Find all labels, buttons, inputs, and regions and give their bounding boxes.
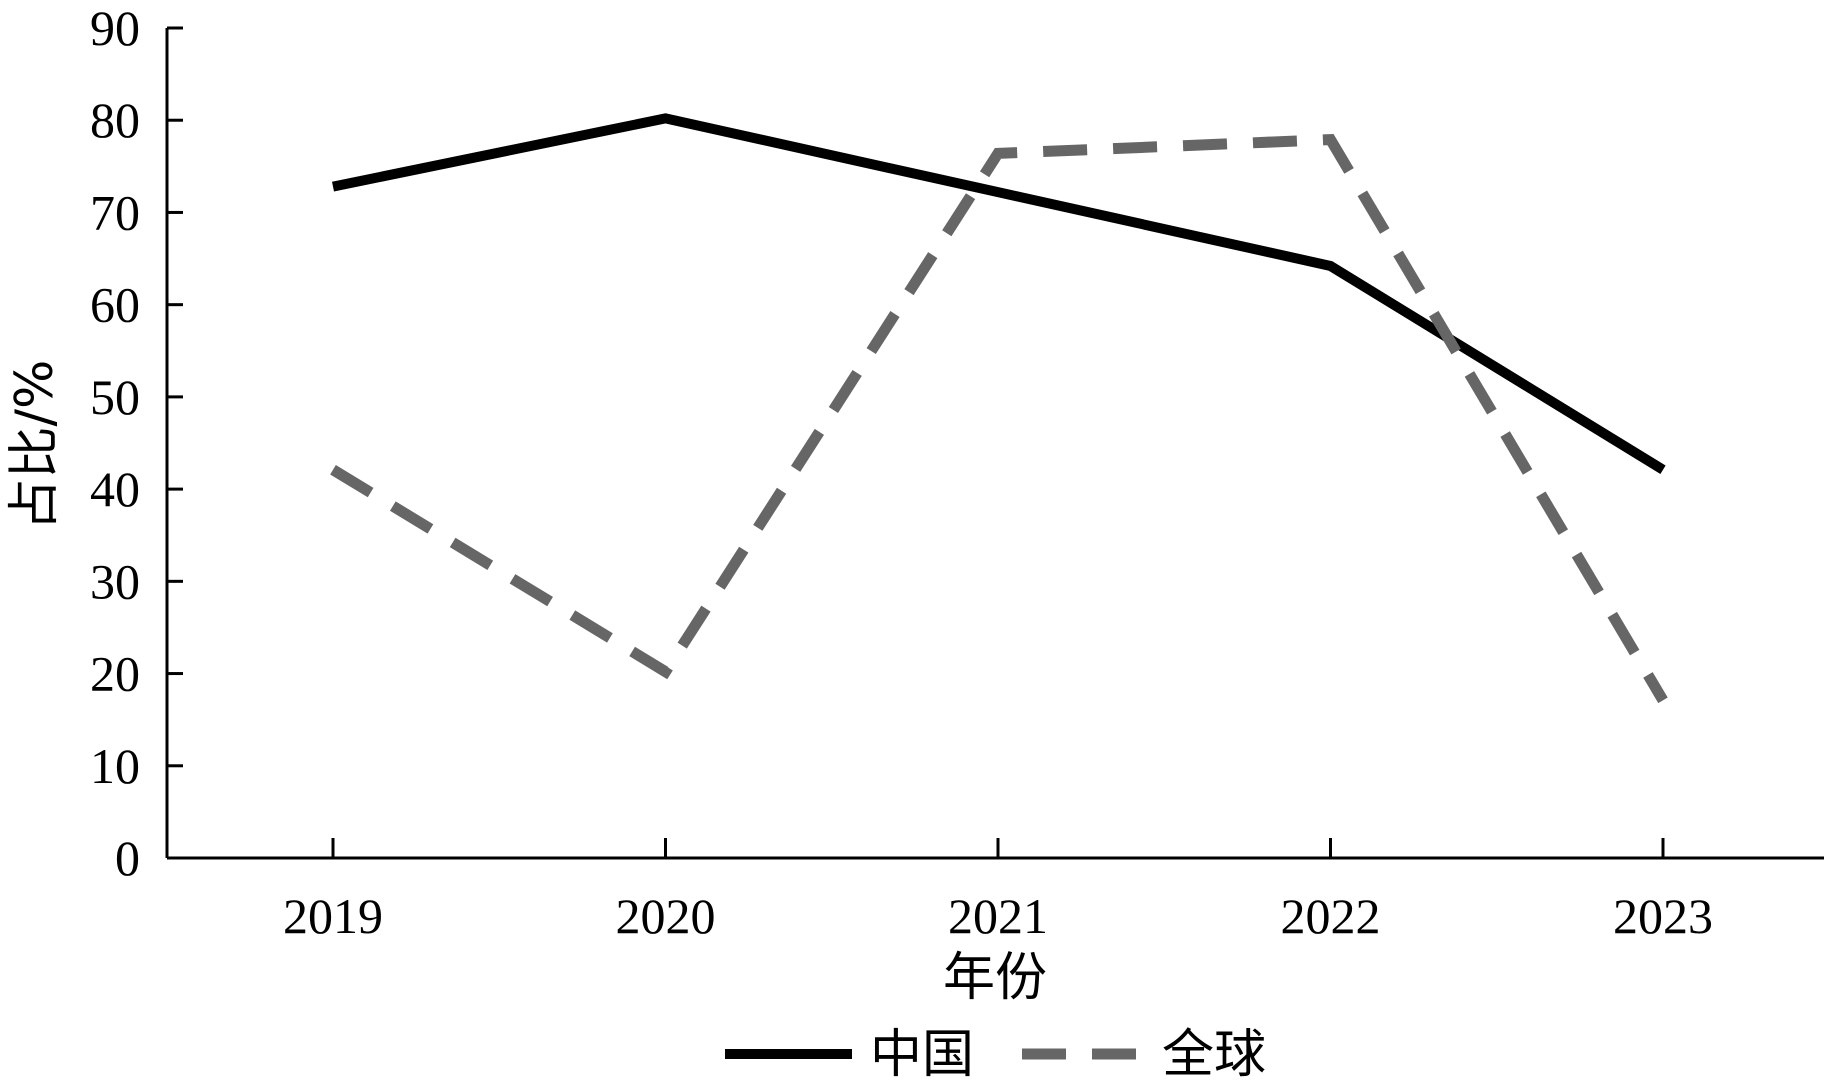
- y-tick-label: 20: [90, 646, 140, 702]
- x-tick-label: 2022: [1281, 888, 1381, 944]
- legend-label-global: 全球: [1162, 1025, 1266, 1082]
- x-tick-label: 2019: [283, 888, 383, 944]
- y-tick-label: 90: [90, 0, 140, 56]
- x-tick-label: 2020: [616, 888, 716, 944]
- y-axis-title: 占比/%: [5, 360, 65, 531]
- y-tick-label: 50: [90, 369, 140, 425]
- y-tick-label: 10: [90, 738, 140, 794]
- series-line-global: [330, 133, 1668, 704]
- legend-label-china: 中国: [870, 1025, 974, 1082]
- legend: 中国 全球: [725, 1025, 1266, 1082]
- y-tick-label: 30: [90, 553, 140, 609]
- series-line-china: [331, 113, 1666, 475]
- y-ticks: 0 10 20 30 40 50 60 70 80 90: [90, 0, 183, 886]
- x-tick-label: 2021: [948, 888, 1048, 944]
- y-tick-label: 40: [90, 461, 140, 517]
- x-axis-title: 年份: [943, 948, 1047, 1008]
- x-ticks: 2019 2020 2021 2022 2023: [283, 838, 1713, 944]
- y-tick-label: 60: [90, 277, 140, 333]
- y-tick-label: 80: [90, 92, 140, 148]
- x-tick-label: 2023: [1613, 888, 1713, 944]
- y-tick-label: 0: [115, 830, 140, 886]
- series-lines: [330, 113, 1668, 704]
- axes: [165, 28, 1824, 860]
- y-tick-label: 70: [90, 184, 140, 240]
